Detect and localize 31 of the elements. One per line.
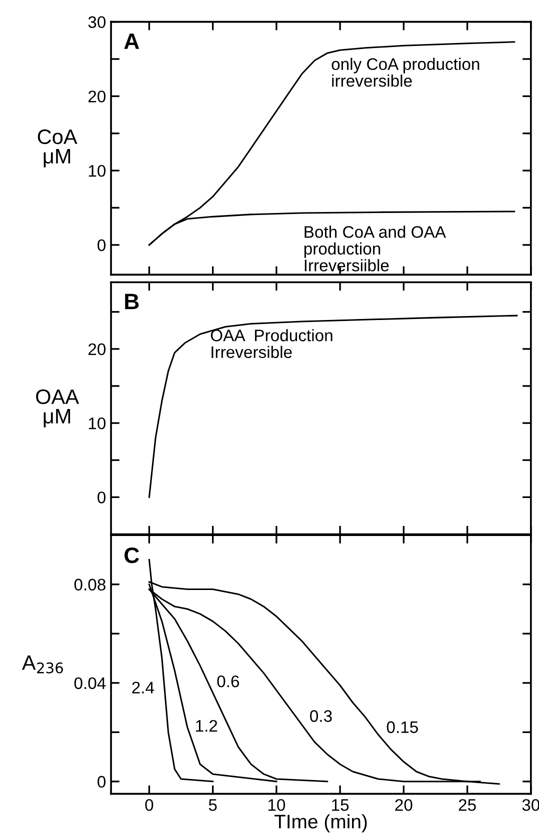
series-label: 0.6 [217,675,240,688]
chart-title: A [124,34,140,49]
chart-title: C [124,547,140,564]
series-label: 0.15 [386,721,418,734]
y-tick-label: 30 [88,16,106,28]
y-axis-title: OAA μM [36,389,80,428]
y-tick-label: 0.08 [74,578,106,591]
y-tick-label: 10 [88,164,106,177]
x-tick-label: 15 [332,799,349,811]
series-label: 2.4 [132,682,154,694]
y-axis-title: CoA μM [38,129,78,168]
y-tick-label: 20 [88,343,106,356]
x-tick-label: 10 [268,799,286,811]
x-axis-title: TIme (min) [274,814,367,832]
x-tick-label: 0 [145,799,154,811]
x-tick-label: 25 [458,799,476,811]
y-axis-title: A$_{236}$ [22,655,63,674]
y-tick-label: 10 [88,417,106,430]
x-tick-label: 5 [208,799,217,811]
series-label: only CoA production irreversible [332,58,480,87]
y-tick-label: 0 [98,776,106,788]
series-label: OAA Production Irreversible [210,329,332,358]
series-label: 0.3 [310,710,332,722]
series-label: 1.2 [196,720,218,732]
series-label: Both CoA and OAA production Irreversiible [304,226,446,272]
y-tick-label: 20 [88,90,106,102]
y-tick-label: 0 [98,239,106,252]
y-tick-label: 0.04 [74,677,106,690]
x-tick-label: 20 [395,799,412,811]
y-tick-label: 0 [98,492,106,504]
chart-title: B [125,294,139,310]
